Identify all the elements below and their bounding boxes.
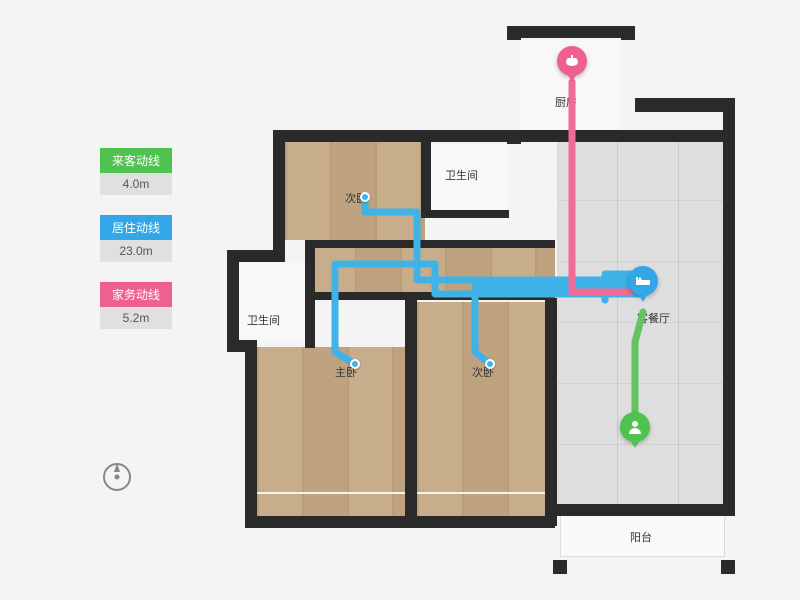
wall <box>245 340 257 526</box>
legend: 来客动线 4.0m 居住动线 23.0m 家务动线 5.2m <box>100 148 172 349</box>
room-主卧 <box>257 347 407 492</box>
wall <box>305 240 555 248</box>
wall <box>721 560 735 574</box>
marker-living <box>628 266 658 304</box>
legend-item-living: 居住动线 23.0m <box>100 215 172 262</box>
legend-value: 23.0m <box>100 240 172 262</box>
room-卫生间 <box>235 262 307 342</box>
wall <box>245 516 415 528</box>
wall <box>421 140 431 216</box>
legend-label: 来客动线 <box>100 148 172 173</box>
wall <box>723 102 735 512</box>
legend-item-chore: 家务动线 5.2m <box>100 282 172 329</box>
wall <box>405 516 555 528</box>
wall <box>405 298 417 526</box>
legend-item-guest: 来客动线 4.0m <box>100 148 172 195</box>
room-corridor <box>257 494 407 516</box>
floorplan: 厨房卫生间次卧卫生间主卧次卧客餐厅阳台 <box>235 12 755 587</box>
legend-label: 家务动线 <box>100 282 172 307</box>
room-次卧 <box>285 140 425 240</box>
wall <box>507 130 521 144</box>
wall <box>553 504 735 516</box>
room-corridor <box>310 244 555 298</box>
room-corridor <box>417 494 547 516</box>
wall <box>507 26 635 38</box>
wall <box>273 130 285 250</box>
wall <box>545 298 557 526</box>
compass-icon <box>100 460 134 494</box>
room-阳台 <box>560 512 725 557</box>
legend-label: 居住动线 <box>100 215 172 240</box>
wall <box>273 130 733 142</box>
wall <box>235 250 285 262</box>
path-endpoint-dot <box>350 359 360 369</box>
marker-chore <box>557 46 587 84</box>
room-次卧 <box>417 302 547 492</box>
wall <box>553 560 567 574</box>
marker-guest <box>620 412 650 450</box>
wall <box>227 250 239 350</box>
legend-value: 4.0m <box>100 173 172 195</box>
room-卫生间 <box>427 144 507 214</box>
wall <box>421 210 509 218</box>
path-endpoint-dot <box>360 192 370 202</box>
path-endpoint-dot <box>485 359 495 369</box>
wall <box>635 98 735 112</box>
wall <box>310 292 555 300</box>
legend-value: 5.2m <box>100 307 172 329</box>
